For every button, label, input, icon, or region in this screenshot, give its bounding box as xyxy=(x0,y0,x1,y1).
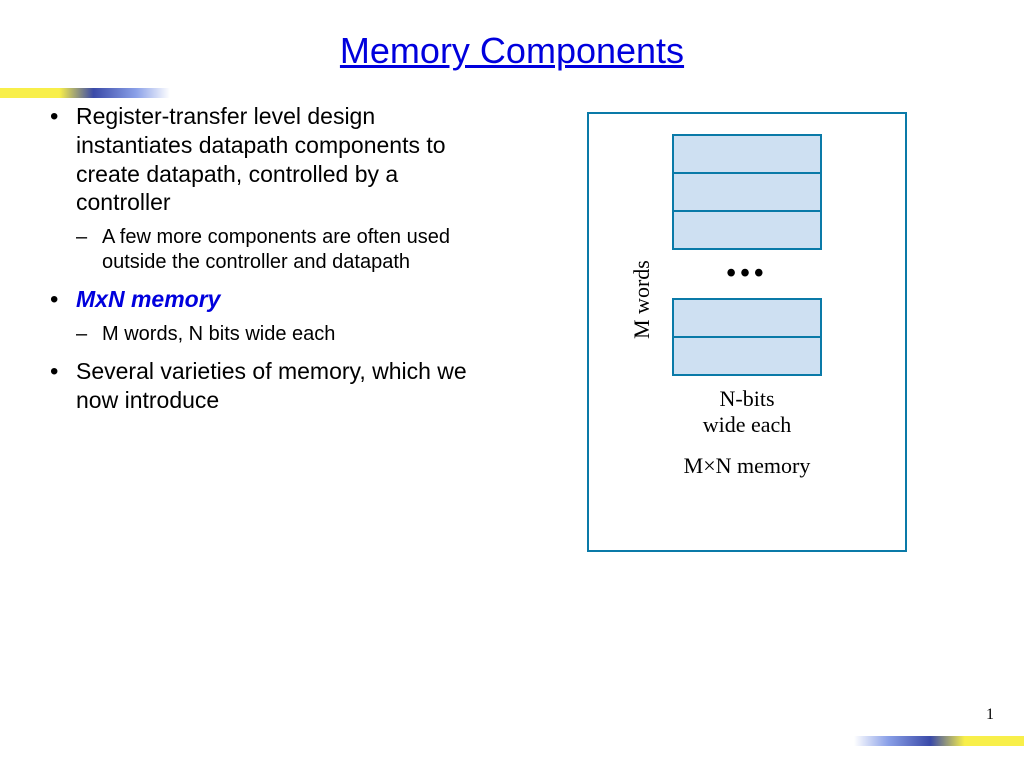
content-area: Register-transfer level design instantia… xyxy=(0,82,1024,552)
bullet-2-sub-1: M words, N bits wide each xyxy=(76,322,480,347)
memory-cell xyxy=(672,298,822,338)
bottom-cell-stack xyxy=(672,298,822,376)
n-bits-label: N-bits wide each xyxy=(703,386,792,439)
ellipsis-dots: ••• xyxy=(726,258,767,290)
bullet-1-text: Register-transfer level design instantia… xyxy=(76,103,446,215)
m-words-label: M words xyxy=(629,260,655,339)
accent-bar-top xyxy=(0,88,170,98)
memory-cell xyxy=(672,210,822,250)
top-cell-stack xyxy=(672,134,822,250)
diagram-wrap: M words ••• N-bits wide each M×N memory xyxy=(500,102,994,552)
slide-title: Memory Components xyxy=(0,0,1024,82)
accent-bar-bottom xyxy=(854,736,1024,746)
bullet-2: MxN memory M words, N bits wide each xyxy=(50,285,480,347)
slide-number: 1 xyxy=(986,706,994,724)
memory-cell xyxy=(672,172,822,212)
n-bits-line-1: N-bits xyxy=(720,386,775,411)
memory-diagram: M words ••• N-bits wide each M×N memory xyxy=(587,112,907,552)
memory-cell xyxy=(672,336,822,376)
bullet-1-sub-1: A few more components are often used out… xyxy=(76,225,480,275)
bullet-list: Register-transfer level design instantia… xyxy=(50,102,480,552)
memory-cell xyxy=(672,134,822,174)
bullet-1: Register-transfer level design instantia… xyxy=(50,102,480,275)
bullet-2-text: MxN memory xyxy=(76,286,220,312)
n-bits-line-2: wide each xyxy=(703,412,792,437)
mxn-caption: M×N memory xyxy=(684,453,811,479)
bullet-3: Several varieties of memory, which we no… xyxy=(50,357,480,415)
